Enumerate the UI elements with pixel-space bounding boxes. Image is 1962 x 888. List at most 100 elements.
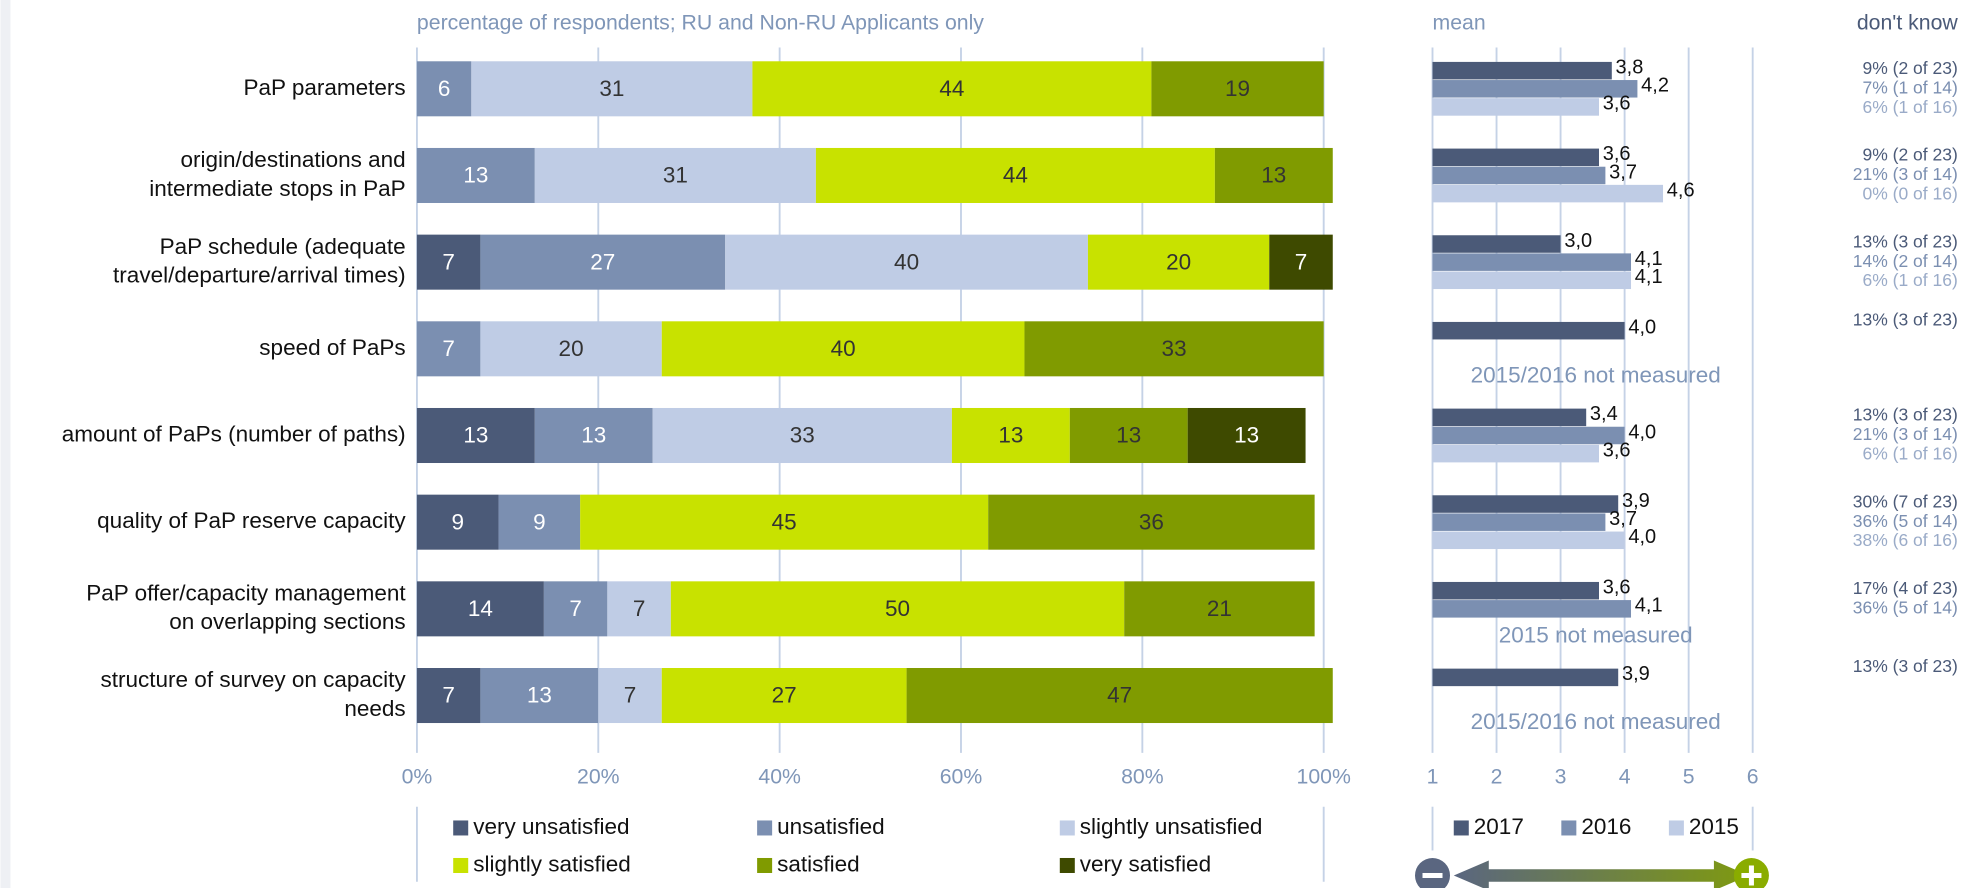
data-label: 4,1: [1635, 595, 1663, 617]
legend-label: very unsatisfied: [473, 814, 629, 839]
bar-segment: [1151, 61, 1324, 117]
bar-segment: [906, 668, 1333, 724]
bar-segment: [1187, 407, 1306, 464]
data-label: 3,9: [1622, 490, 1650, 512]
data-label: 36: [1139, 509, 1164, 534]
bar-segment: [1087, 234, 1270, 290]
data-label: 4,0: [1628, 421, 1656, 443]
dont-know-entry: 14% (2 of 14): [1853, 251, 1958, 271]
dont-know-entry: 7% (1 of 14): [1862, 77, 1957, 97]
data-label: 13: [998, 423, 1023, 448]
dont-know-entry: 13% (3 of 23): [1853, 231, 1958, 251]
data-label: 13: [1234, 423, 1259, 448]
data-label: 9: [533, 509, 546, 534]
legend-label: very satisfied: [1080, 851, 1211, 876]
note: 2015/2016 not measured: [1471, 709, 1721, 734]
bar-segment: [534, 147, 816, 203]
dont-know-entry: 38% (6 of 16): [1853, 530, 1958, 550]
bar-segment: [416, 581, 544, 637]
legend-swatch: [1561, 820, 1577, 836]
data-label: 6: [438, 76, 451, 101]
bar-segment: [534, 407, 653, 464]
mean-bar: [1432, 668, 1619, 687]
data-label: 40: [894, 249, 919, 274]
data-label: 21: [1207, 596, 1232, 621]
data-label: 7: [624, 683, 637, 708]
data-label: 7: [1295, 249, 1308, 274]
mean-bar: [1432, 495, 1619, 513]
data-label: 40: [831, 336, 856, 361]
mean-bar: [1432, 184, 1664, 203]
bar-segment: [661, 668, 907, 724]
dont-know-entry: 13% (3 of 23): [1853, 405, 1958, 425]
data-label: 7: [442, 249, 455, 274]
x-tick-label: 100%: [1297, 765, 1351, 789]
legend-label: satisfied: [777, 851, 860, 876]
dont-know-entry: 30% (7 of 23): [1853, 491, 1958, 511]
category-label: amount of PaPs (number of paths): [62, 421, 406, 446]
data-label: 4,1: [1635, 248, 1663, 270]
data-label: 7: [633, 596, 646, 621]
bar-segment: [815, 147, 1215, 203]
bar-segment: [416, 668, 481, 724]
data-label: 13: [581, 423, 606, 448]
bar-segment: [1214, 147, 1333, 203]
bar-segment: [598, 668, 662, 724]
dont-know-title: don't know: [1857, 10, 1959, 34]
x-tick-label: 40%: [758, 765, 801, 789]
bar-segment: [752, 61, 1152, 117]
mean-bar: [1432, 408, 1587, 427]
bar-segment: [1269, 234, 1333, 290]
bar-segment: [1069, 407, 1188, 464]
legend-label: 2017: [1474, 814, 1524, 839]
mean-bar: [1432, 600, 1632, 618]
bar-segment: [1124, 581, 1315, 637]
mean-bar: [1432, 98, 1599, 116]
legend-swatch: [453, 820, 469, 836]
data-label: 9: [451, 509, 464, 534]
category-label: PaP offer/capacity management on overlapp…: [86, 580, 406, 634]
data-label: 20: [1166, 249, 1191, 274]
mean-bar: [1432, 271, 1632, 290]
bar-segment: [1024, 321, 1324, 377]
mean-bar: [1432, 80, 1638, 98]
bar-segment: [607, 581, 671, 637]
category-label: structure of survey on capacity needs: [101, 667, 407, 721]
mean-bar: [1432, 253, 1632, 271]
data-label: 3,7: [1609, 161, 1637, 183]
bar-segment: [543, 581, 608, 637]
mean-bar: [1432, 513, 1606, 531]
bar-segment: [471, 61, 753, 117]
category-label: origin/destinations and intermediate stop…: [149, 147, 405, 201]
legend-swatch: [1668, 820, 1684, 836]
data-label: 44: [1003, 163, 1028, 188]
data-label: 3,8: [1616, 56, 1644, 78]
data-label: 4,0: [1628, 526, 1656, 548]
legend-swatch: [1453, 820, 1469, 836]
legend-label: unsatisfied: [777, 814, 885, 839]
bar-segment: [416, 147, 535, 203]
dont-know-entry: 0% (0 of 16): [1862, 183, 1957, 203]
category-label: PaP parameters: [244, 75, 406, 100]
x-tick-label: 1: [1427, 765, 1439, 789]
data-label: 3,6: [1603, 143, 1631, 165]
mean-bar: [1432, 444, 1599, 463]
mean-bar: [1432, 148, 1599, 167]
data-label: 14: [468, 596, 493, 621]
bar-segment: [951, 407, 1070, 464]
x-tick-label: 80%: [1121, 765, 1164, 789]
data-label: 47: [1107, 683, 1132, 708]
data-label: 13: [463, 423, 488, 448]
data-label: 3,7: [1609, 508, 1637, 530]
note: 2015/2016 not measured: [1471, 362, 1721, 387]
x-tick-label: 0%: [402, 765, 433, 789]
data-label: 13: [1116, 423, 1141, 448]
dont-know-entry: 21% (3 of 14): [1853, 164, 1958, 184]
data-label: 44: [939, 76, 964, 101]
data-label: 33: [790, 423, 815, 448]
data-label: 3,6: [1603, 439, 1631, 461]
bar-segment: [652, 407, 952, 464]
dont-know-entry: 13% (3 of 23): [1853, 656, 1958, 676]
bar-segment: [416, 494, 499, 550]
data-label: 33: [1162, 336, 1187, 361]
